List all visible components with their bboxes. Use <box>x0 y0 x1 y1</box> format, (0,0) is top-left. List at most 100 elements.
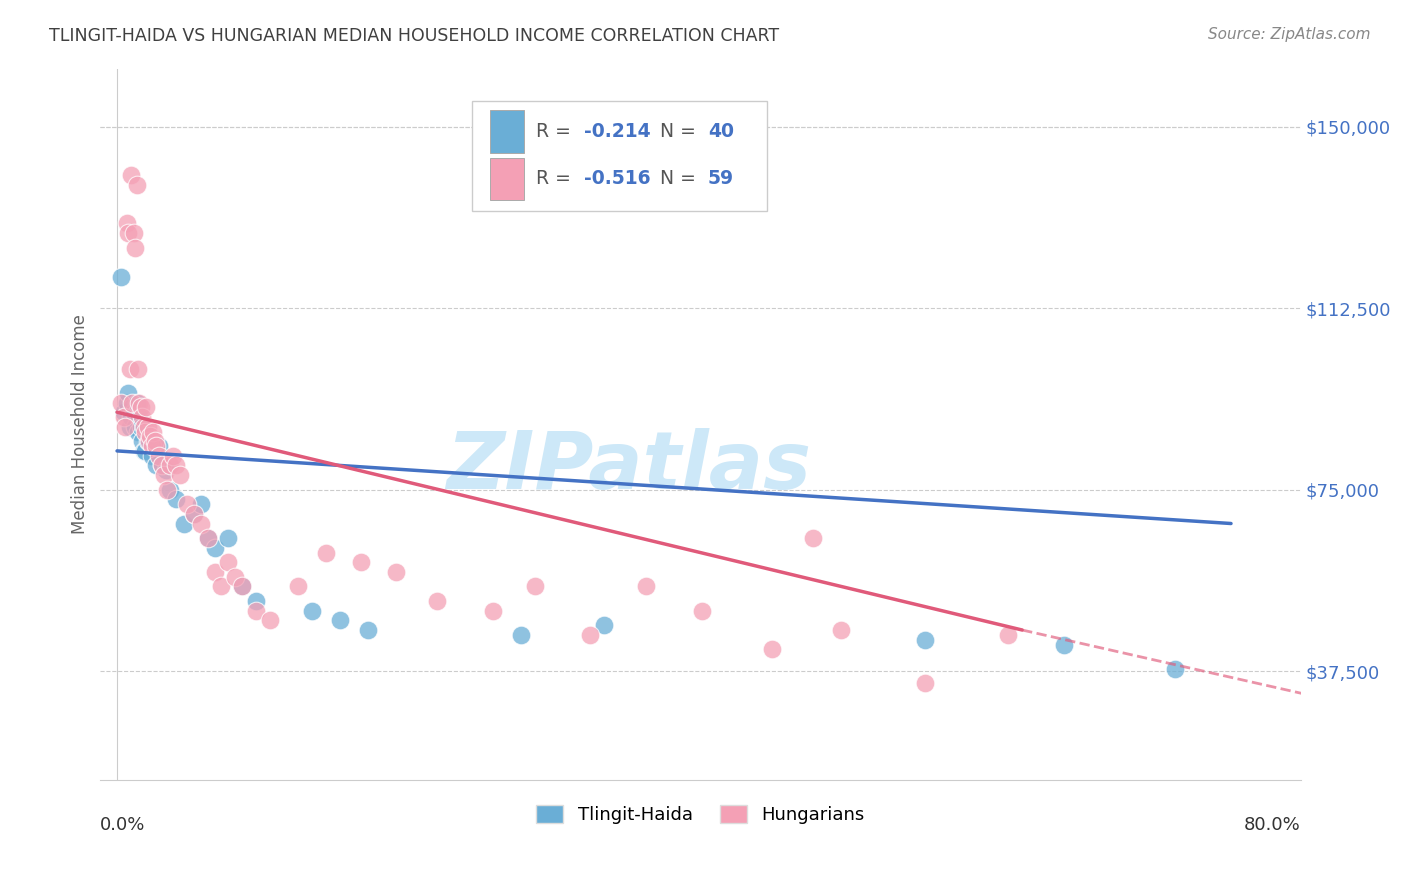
Point <box>259 613 281 627</box>
Point <box>197 531 219 545</box>
Point <box>110 269 132 284</box>
Point <box>830 623 852 637</box>
FancyBboxPatch shape <box>472 101 766 211</box>
Point <box>1164 662 1187 676</box>
Point <box>482 604 505 618</box>
Point <box>350 555 373 569</box>
Point <box>124 419 146 434</box>
Point <box>190 516 212 531</box>
Point <box>159 458 181 473</box>
Point <box>131 410 153 425</box>
Text: 80.0%: 80.0% <box>1244 815 1301 834</box>
Point <box>150 458 173 473</box>
Point <box>117 226 139 240</box>
Point <box>134 444 156 458</box>
Point <box>142 425 165 439</box>
Point <box>136 434 159 449</box>
Point <box>523 579 546 593</box>
Point <box>156 483 179 497</box>
Point <box>579 628 602 642</box>
Point <box>135 401 157 415</box>
Point <box>204 541 226 555</box>
Point <box>914 632 936 647</box>
Point <box>287 579 309 593</box>
Point <box>329 613 352 627</box>
Point <box>125 395 148 409</box>
Point <box>183 507 205 521</box>
Point <box>245 594 267 608</box>
Point <box>127 425 149 439</box>
Point <box>124 241 146 255</box>
Text: 0.0%: 0.0% <box>100 815 146 834</box>
Point <box>139 429 162 443</box>
Point <box>426 594 449 608</box>
Text: -0.516: -0.516 <box>583 169 651 188</box>
Text: N =: N = <box>659 169 702 188</box>
Point <box>197 531 219 545</box>
Point <box>141 439 163 453</box>
Point <box>114 419 136 434</box>
Bar <box>491 158 524 200</box>
Text: 59: 59 <box>707 169 734 188</box>
Point <box>636 579 658 593</box>
Point <box>148 439 170 453</box>
Point <box>231 579 253 593</box>
Point <box>145 458 167 473</box>
Point <box>136 419 159 434</box>
Point <box>117 385 139 400</box>
Point <box>153 468 176 483</box>
Point <box>131 434 153 449</box>
Point <box>315 545 337 559</box>
Point <box>129 419 152 434</box>
Point <box>128 410 150 425</box>
Point <box>143 434 166 449</box>
Point <box>690 604 713 618</box>
Point <box>118 419 141 434</box>
Text: R =: R = <box>536 122 576 141</box>
Point <box>110 395 132 409</box>
Point <box>301 604 323 618</box>
Point <box>121 395 143 409</box>
Point <box>165 458 187 473</box>
Text: R =: R = <box>536 169 576 188</box>
Text: Source: ZipAtlas.com: Source: ZipAtlas.com <box>1208 27 1371 42</box>
Point <box>997 628 1019 642</box>
Point <box>173 516 195 531</box>
Point <box>231 579 253 593</box>
Text: N =: N = <box>659 122 702 141</box>
Point <box>155 463 177 477</box>
Point <box>211 579 233 593</box>
Point <box>217 555 239 569</box>
Point <box>115 216 138 230</box>
Point <box>112 405 135 419</box>
Point <box>761 642 783 657</box>
Text: ZIPatlas: ZIPatlas <box>446 428 811 506</box>
Point <box>122 226 145 240</box>
Point <box>357 623 380 637</box>
Point <box>125 178 148 192</box>
Point <box>112 410 135 425</box>
Bar <box>491 110 524 153</box>
Legend: Tlingit-Haida, Hungarians: Tlingit-Haida, Hungarians <box>529 797 872 831</box>
Point <box>148 449 170 463</box>
Point <box>118 361 141 376</box>
Point <box>121 401 143 415</box>
Y-axis label: Median Household Income: Median Household Income <box>72 314 89 534</box>
Point <box>801 531 824 545</box>
Point <box>176 497 198 511</box>
Point <box>183 507 205 521</box>
Text: 40: 40 <box>707 122 734 141</box>
Text: -0.214: -0.214 <box>583 122 651 141</box>
Point <box>159 483 181 497</box>
Point <box>245 604 267 618</box>
Point <box>132 444 155 458</box>
Point <box>127 361 149 376</box>
Text: TLINGIT-HAIDA VS HUNGARIAN MEDIAN HOUSEHOLD INCOME CORRELATION CHART: TLINGIT-HAIDA VS HUNGARIAN MEDIAN HOUSEH… <box>49 27 779 45</box>
Point <box>138 434 160 449</box>
Point <box>169 468 191 483</box>
Point <box>162 449 184 463</box>
Point <box>150 458 173 473</box>
Point <box>132 419 155 434</box>
Point <box>384 565 406 579</box>
Point <box>134 425 156 439</box>
